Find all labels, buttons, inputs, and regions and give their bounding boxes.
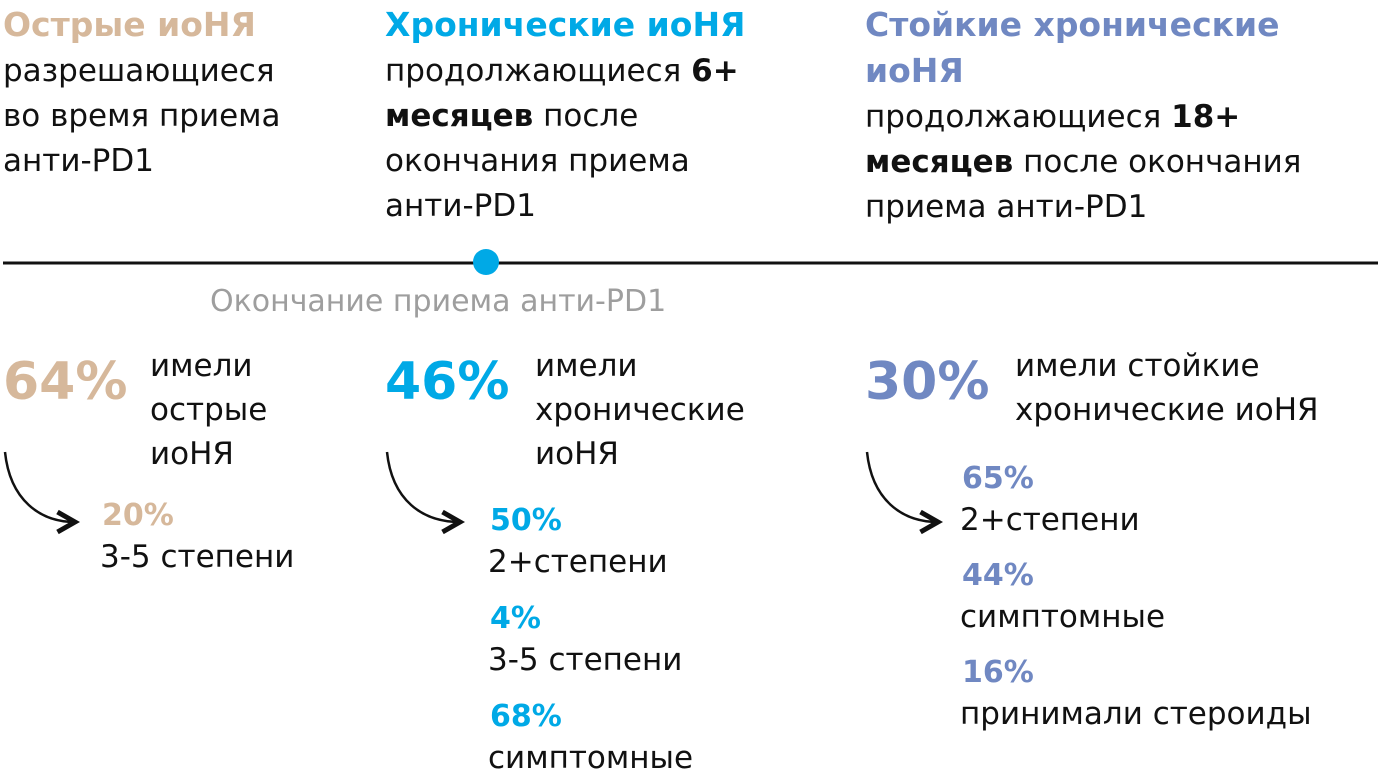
description-text: во время приема bbox=[3, 98, 281, 134]
column-title: Хронические иоНЯ bbox=[385, 4, 746, 44]
description-text: анти-PD1 bbox=[385, 188, 536, 224]
description-line: месяцев после bbox=[385, 96, 638, 136]
detail-value: 44% bbox=[962, 557, 1034, 593]
stat-text: иоНЯ bbox=[150, 435, 234, 472]
description-text: разрешающиеся bbox=[3, 53, 275, 89]
description-line: месяцев после окончания bbox=[865, 142, 1301, 182]
description-line: анти-PD1 bbox=[3, 141, 154, 181]
description-text: анти-PD1 bbox=[3, 143, 154, 179]
detail-label: принимали стероиды bbox=[960, 695, 1312, 732]
description-text: 18+ bbox=[1171, 99, 1241, 135]
column-title: Стойкие хронические bbox=[865, 4, 1280, 44]
detail-value: 4% bbox=[490, 600, 541, 636]
detail-value: 65% bbox=[962, 460, 1034, 496]
description-line: во время приема bbox=[3, 96, 281, 136]
detail-value: 16% bbox=[962, 654, 1034, 690]
stat-value: 46% bbox=[385, 352, 510, 413]
description-text: месяцев bbox=[385, 98, 534, 134]
detail-label: симптомные bbox=[960, 598, 1166, 635]
arrow bbox=[865, 451, 938, 522]
arrow bbox=[3, 451, 75, 522]
description-line: продолжающиеся 18+ bbox=[865, 97, 1240, 137]
stat-text: имели bbox=[150, 347, 253, 384]
description-line: приема анти-PD1 bbox=[865, 187, 1147, 227]
description-text: приема анти-PD1 bbox=[865, 189, 1148, 225]
stat-text: имели bbox=[535, 347, 638, 384]
timeline-label: Окончание приема анти-PD1 bbox=[210, 283, 667, 319]
description-text: после окончания bbox=[1023, 144, 1302, 180]
detail-value: 68% bbox=[490, 698, 562, 734]
detail-label: 2+степени bbox=[488, 543, 668, 580]
stat-text: имели стойкие bbox=[1015, 347, 1260, 384]
description-text: месяцев bbox=[865, 144, 1014, 180]
detail-value: 20% bbox=[102, 497, 174, 533]
description-line: разрешающиеся bbox=[3, 51, 274, 91]
column-title: Острые иоНЯ bbox=[3, 4, 256, 44]
description-text: продолжающиеся bbox=[385, 53, 682, 89]
description-text: окончания приема bbox=[385, 143, 690, 179]
detail-label: 2+степени bbox=[960, 501, 1140, 538]
stat-text: хронические иоНЯ bbox=[1015, 391, 1319, 428]
stat-value: 30% bbox=[865, 352, 990, 413]
description-line: окончания приема bbox=[385, 141, 690, 181]
stat-value: 64% bbox=[3, 352, 128, 413]
stat-text: хронические bbox=[535, 391, 745, 428]
description-text: 6+ bbox=[691, 53, 739, 89]
detail-value: 50% bbox=[490, 502, 562, 538]
detail-label: 3-5 степени bbox=[100, 538, 295, 575]
description-text: после bbox=[543, 98, 639, 134]
description-line: продолжающиеся 6+ bbox=[385, 51, 739, 91]
description-text: продолжающиеся bbox=[865, 99, 1162, 135]
detail-label: 3-5 степени bbox=[488, 641, 683, 678]
detail-label: симптомные bbox=[488, 739, 694, 776]
stat-text: острые bbox=[150, 391, 268, 428]
stat-text: иоНЯ bbox=[535, 435, 619, 472]
arrow bbox=[385, 451, 460, 522]
column-title: иоНЯ bbox=[865, 50, 964, 90]
description-line: анти-PD1 bbox=[385, 186, 536, 226]
timeline-marker bbox=[473, 249, 499, 275]
